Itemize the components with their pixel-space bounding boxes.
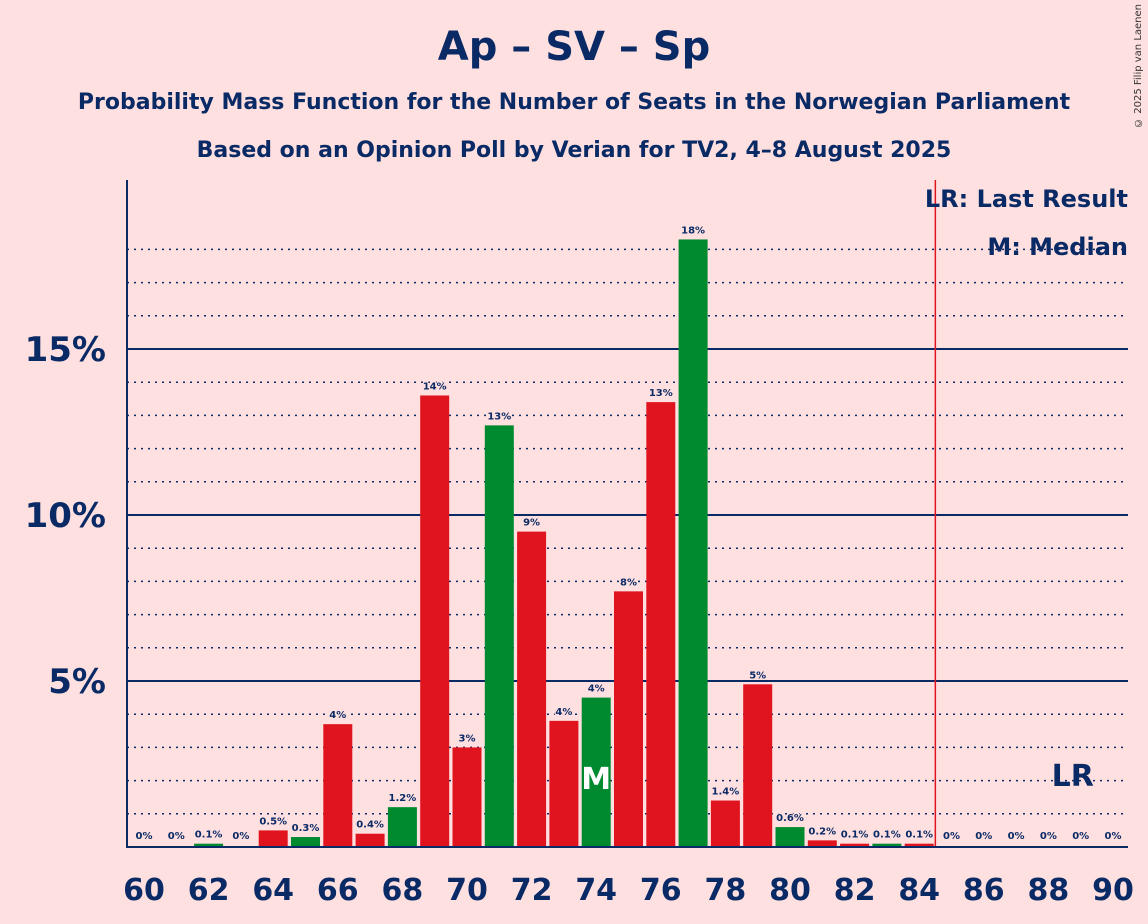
bar-value-label: 0% bbox=[1008, 831, 1025, 842]
bar-value-label: 0.1% bbox=[905, 830, 933, 841]
x-tick-label: 78 bbox=[705, 873, 747, 908]
legend-median: M: Median bbox=[987, 233, 1128, 261]
x-tick-label: 86 bbox=[963, 873, 1005, 908]
bar-value-label: 0.1% bbox=[841, 830, 869, 841]
x-tick-label: 74 bbox=[575, 873, 617, 908]
bar-seats-66 bbox=[323, 724, 353, 847]
chart-subtitle: Probability Mass Function for the Number… bbox=[77, 90, 1071, 115]
bar-value-label: 1.2% bbox=[389, 793, 417, 804]
bar-seats-82 bbox=[840, 843, 870, 847]
bar-value-label: 0% bbox=[136, 831, 153, 842]
bar-seats-72 bbox=[517, 531, 547, 847]
last-result-marker: LR bbox=[1052, 759, 1094, 794]
x-tick-label: 68 bbox=[382, 873, 424, 908]
bar-seats-76 bbox=[646, 402, 676, 847]
bar-seats-64 bbox=[258, 830, 288, 847]
bar-seats-83 bbox=[872, 843, 902, 847]
x-tick-label: 84 bbox=[898, 873, 940, 908]
bar-seats-71 bbox=[484, 425, 514, 847]
bar-value-label: 1.4% bbox=[712, 787, 740, 798]
bar-value-label: 14% bbox=[423, 381, 447, 392]
x-tick-label: 90 bbox=[1092, 873, 1134, 908]
bar-value-label: 0% bbox=[232, 831, 249, 842]
bar-seats-65 bbox=[291, 837, 320, 847]
chart-subtitle-source: Based on an Opinion Poll by Verian for T… bbox=[196, 138, 952, 163]
bar-seats-68 bbox=[387, 807, 417, 847]
legend-last-result: LR: Last Result bbox=[924, 185, 1128, 213]
bar-value-label: 4% bbox=[555, 707, 572, 718]
bar-seats-77 bbox=[678, 239, 708, 847]
bar-value-label: 0.1% bbox=[195, 830, 223, 841]
bar-value-label: 3% bbox=[459, 733, 476, 744]
x-tick-label: 70 bbox=[446, 873, 488, 908]
bar-value-label: 18% bbox=[681, 225, 705, 236]
bar-value-label: 0.1% bbox=[873, 830, 901, 841]
x-tick-label: 88 bbox=[1028, 873, 1070, 908]
bar-seats-79 bbox=[743, 684, 773, 847]
median-marker: M bbox=[581, 762, 611, 797]
bar-value-label: 0% bbox=[1072, 831, 1089, 842]
bar-value-label: 4% bbox=[329, 710, 346, 721]
bar-value-label: 0.6% bbox=[776, 813, 804, 824]
bar-value-label: 0% bbox=[168, 831, 185, 842]
bar-value-label: 0.4% bbox=[356, 820, 384, 831]
chart-title: Ap – SV – Sp bbox=[437, 24, 711, 70]
y-tick-label: 10% bbox=[25, 496, 106, 536]
x-tick-label: 64 bbox=[252, 873, 294, 908]
x-tick-label: 82 bbox=[834, 873, 876, 908]
bar-seats-67 bbox=[355, 833, 385, 847]
bar-value-label: 8% bbox=[620, 577, 637, 588]
x-tick-label: 72 bbox=[511, 873, 553, 908]
bar-value-label: 0% bbox=[943, 831, 960, 842]
y-tick-label: 5% bbox=[48, 662, 106, 702]
bar-value-label: 5% bbox=[749, 670, 766, 681]
bar-value-label: 0% bbox=[1040, 831, 1057, 842]
bar-value-label: 0.2% bbox=[808, 826, 836, 837]
bar-value-label: 0% bbox=[1105, 831, 1122, 842]
x-tick-label: 76 bbox=[640, 873, 682, 908]
y-tick-label: 15% bbox=[25, 330, 106, 370]
bar-value-label: 9% bbox=[523, 518, 540, 529]
bar-seats-81 bbox=[807, 840, 837, 847]
bar-seats-73 bbox=[549, 720, 579, 847]
x-tick-label: 66 bbox=[317, 873, 359, 908]
bar-seats-74 bbox=[581, 697, 611, 847]
x-tick-label: 60 bbox=[123, 873, 165, 908]
x-tick-label: 62 bbox=[188, 873, 230, 908]
bar-value-label: 0.3% bbox=[292, 823, 320, 834]
bar-value-label: 4% bbox=[588, 684, 605, 695]
bar-seats-78 bbox=[710, 800, 740, 847]
bar-value-label: 0.5% bbox=[259, 816, 287, 827]
bar-value-label: 13% bbox=[649, 388, 673, 399]
bar-seats-80 bbox=[775, 827, 805, 847]
bar-seats-70 bbox=[452, 747, 482, 847]
bar-seats-84 bbox=[904, 843, 934, 847]
bar-seats-69 bbox=[420, 395, 450, 847]
bar-seats-62 bbox=[194, 843, 224, 847]
bar-seats-75 bbox=[614, 591, 643, 847]
bar-value-label: 0% bbox=[975, 831, 992, 842]
bar-value-label: 13% bbox=[487, 411, 511, 422]
x-tick-label: 80 bbox=[769, 873, 811, 908]
